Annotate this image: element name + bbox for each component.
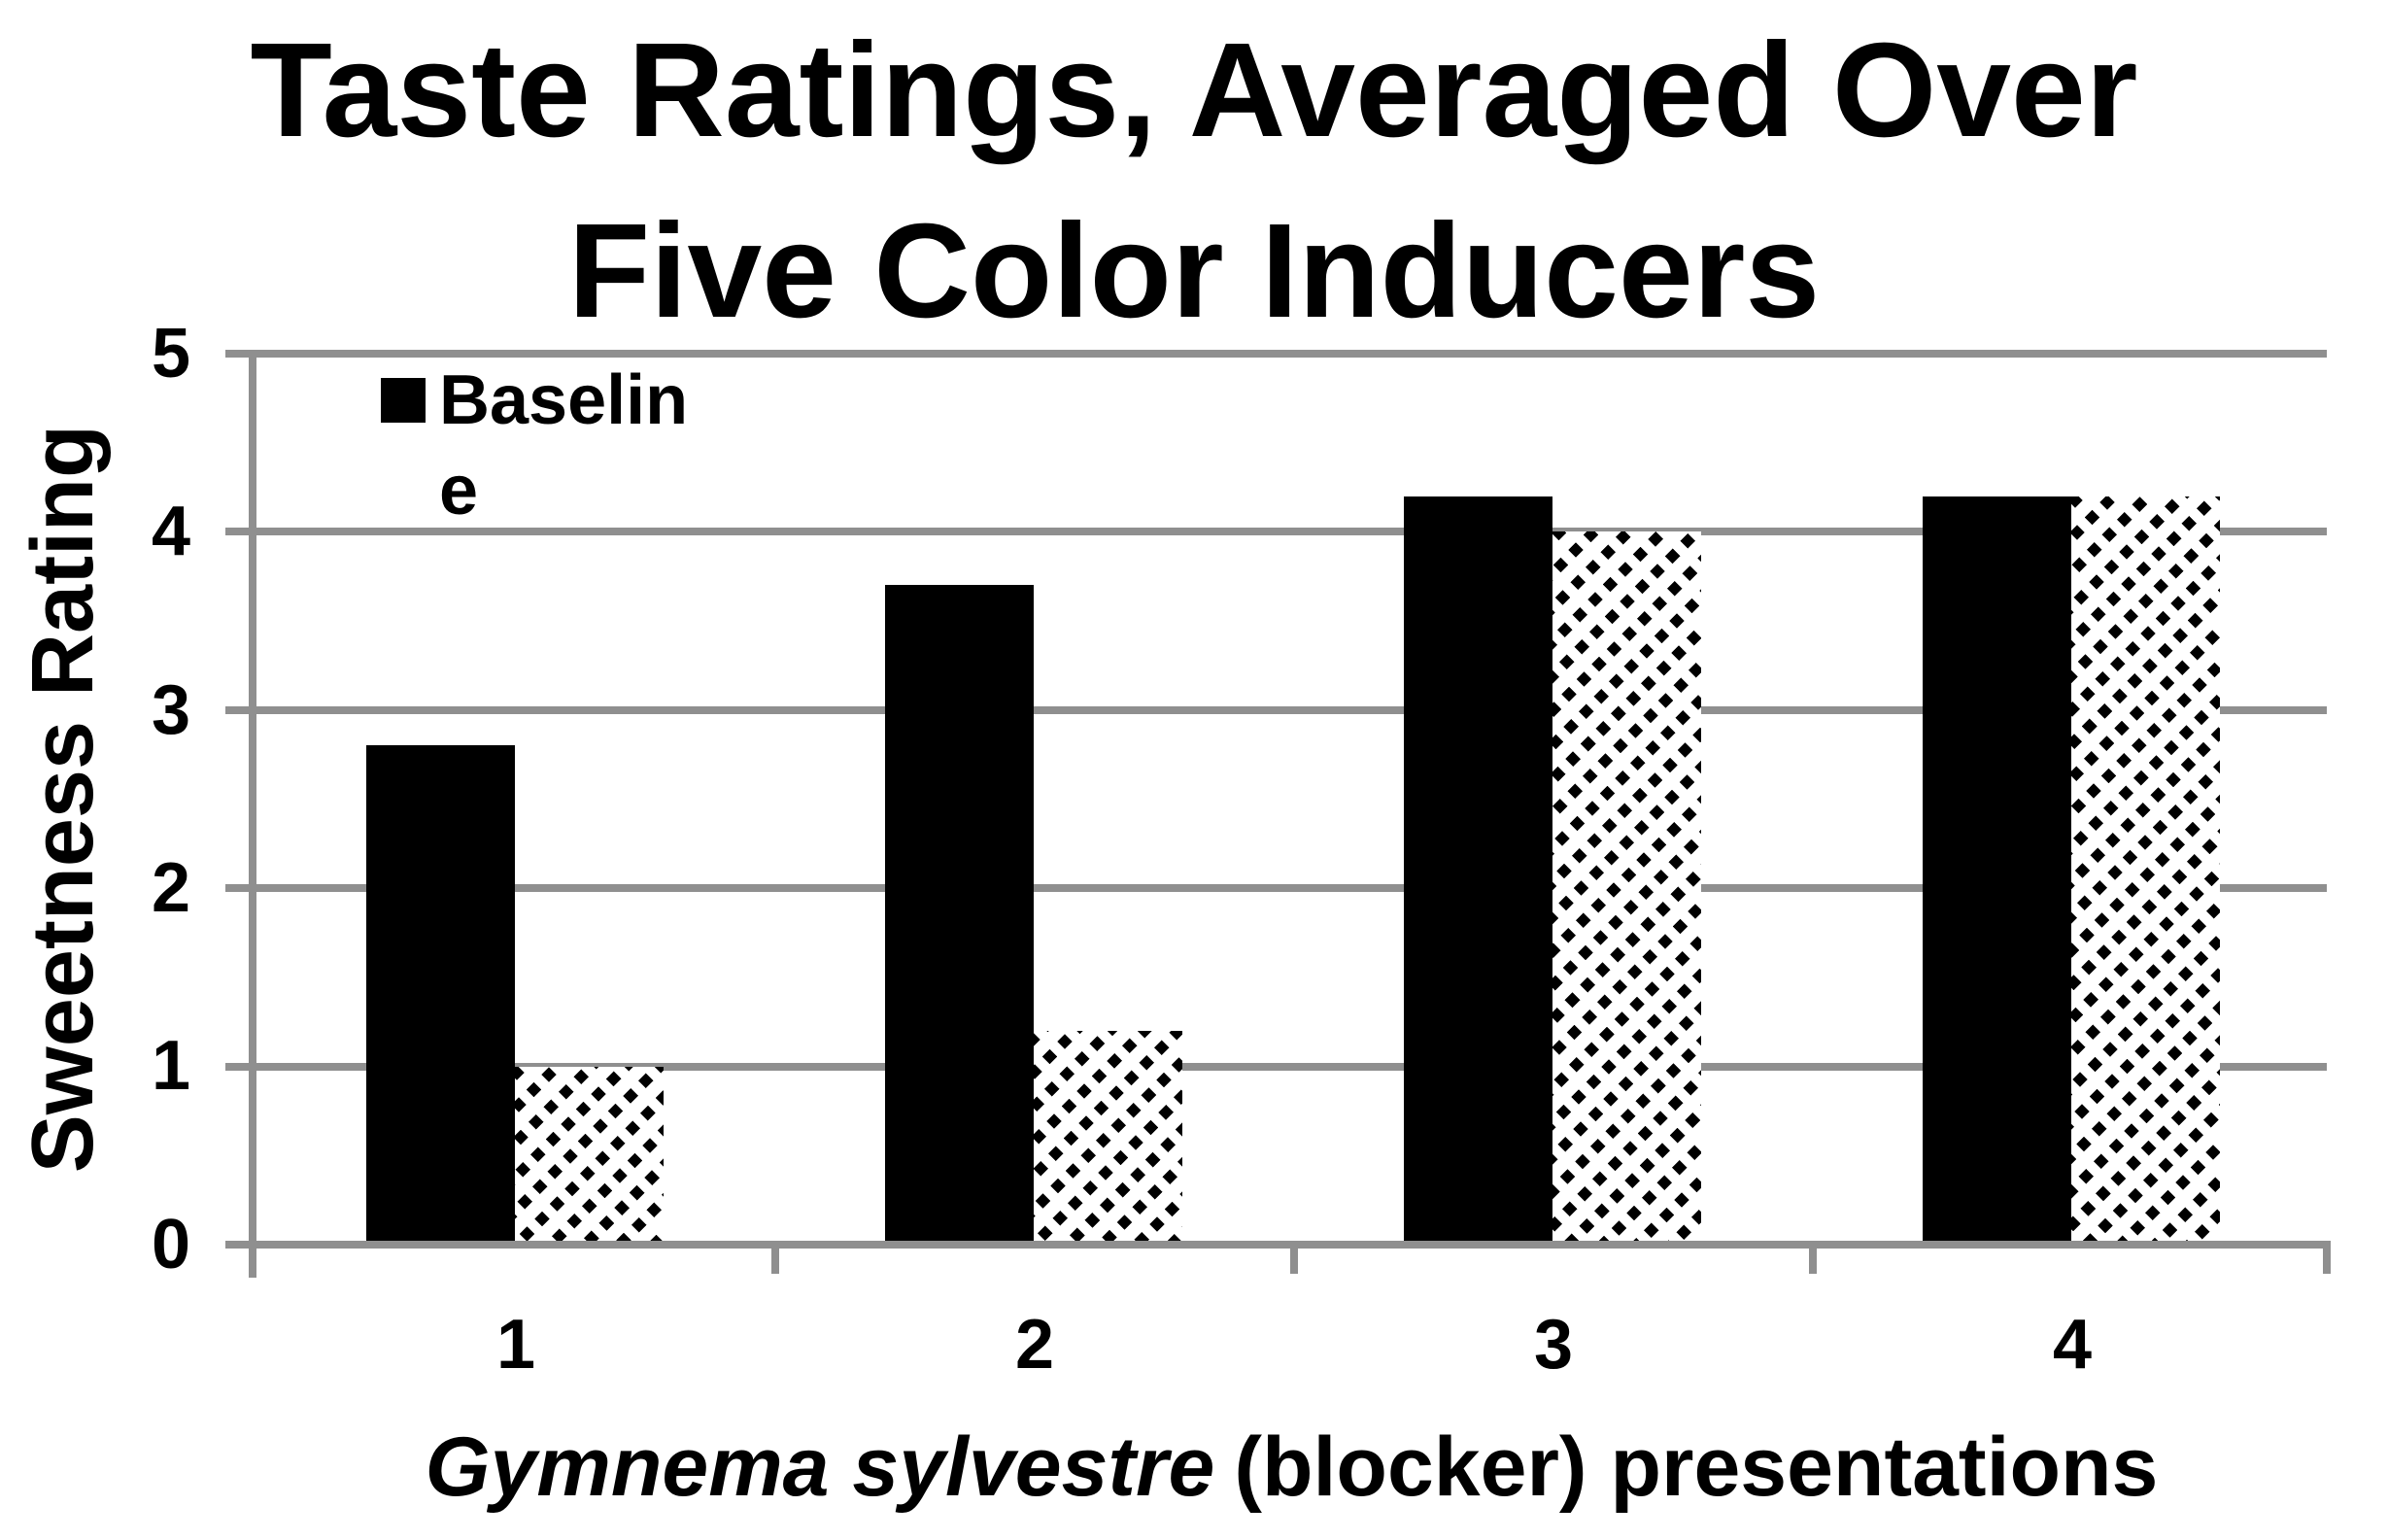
y-axis-tick (225, 1063, 251, 1071)
bar-solid-cat4 (1923, 496, 2071, 1245)
x-tick-label-4: 4 (2052, 1306, 2093, 1384)
x-tick-label-2: 2 (1014, 1306, 1055, 1384)
y-tick-label-4: 4 (151, 493, 190, 570)
y-axis-line (249, 350, 256, 1278)
y-tick-label-1: 1 (151, 1027, 190, 1105)
y-axis-tick (225, 350, 251, 358)
gridline-4 (256, 528, 2327, 535)
x-axis-tick (2323, 1243, 2331, 1274)
bar-hatched-cat2 (1034, 1031, 1182, 1245)
chart-title-line2: Five Color Inducers (567, 196, 1821, 346)
chart-title: Taste Ratings, Averaged Over Five Color … (0, 0, 2388, 361)
y-tick-label-0: 0 (151, 1206, 190, 1283)
y-tick-label-2: 2 (151, 849, 190, 927)
bar-hatched-cat3 (1552, 531, 1701, 1245)
legend: Baselin e (381, 356, 688, 536)
bar-solid-cat1 (366, 745, 515, 1245)
bar-solid-cat3 (1404, 496, 1552, 1245)
bar-solid-cat2 (885, 585, 1034, 1245)
x-axis-tick (771, 1243, 779, 1274)
x-axis-line (249, 1241, 2331, 1249)
legend-label-baseline: Baselin e (439, 356, 688, 536)
chart-title-line1: Taste Ratings, Averaged Over (250, 16, 2138, 165)
bar-hatched-cat1 (515, 1067, 664, 1245)
bar-hatched-cat4 (2071, 496, 2220, 1245)
x-axis-tick (1809, 1243, 1817, 1274)
x-tick-label-1: 1 (495, 1306, 536, 1384)
gridline-5 (256, 350, 2327, 358)
x-axis-tick (1290, 1243, 1298, 1274)
gridline-3 (256, 706, 2327, 714)
x-tick-label-3: 3 (1533, 1306, 1574, 1384)
x-axis-title-rest: (blocker) presentations (1234, 1420, 2159, 1514)
y-tick-label-3: 3 (151, 671, 190, 749)
y-axis-tick (225, 706, 251, 714)
legend-label-line2: e (439, 452, 479, 530)
gridline-1 (256, 1063, 2327, 1071)
y-axis-tick (225, 1241, 251, 1249)
gridline-2 (256, 884, 2327, 892)
plot-area: Baselin e (225, 350, 2331, 1278)
y-axis-tick (225, 528, 251, 535)
x-axis-title-italic: Gymnema sylvestre (425, 1420, 1215, 1514)
legend-swatch-baseline (381, 378, 426, 423)
legend-label-line1: Baselin (439, 361, 689, 439)
x-axis-title: Gymnema sylvestre (blocker) presentations (256, 1413, 2327, 1522)
y-tick-label-5: 5 (151, 315, 190, 393)
y-axis-tick (225, 884, 251, 892)
